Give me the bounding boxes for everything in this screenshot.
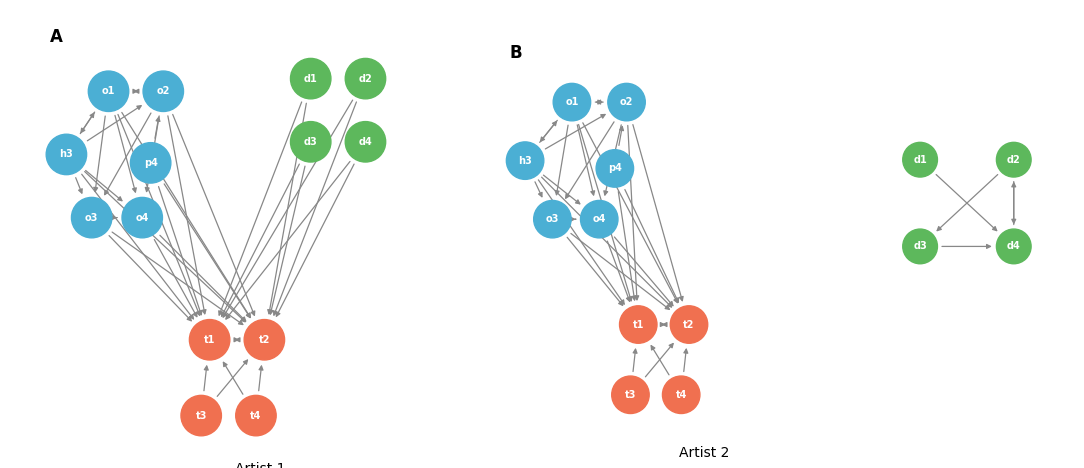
Circle shape bbox=[996, 142, 1031, 177]
Text: p4: p4 bbox=[144, 158, 157, 168]
Circle shape bbox=[620, 306, 657, 343]
Text: h3: h3 bbox=[60, 149, 74, 160]
Text: Artist 1: Artist 1 bbox=[235, 462, 285, 468]
Text: h3: h3 bbox=[518, 156, 532, 166]
Circle shape bbox=[122, 197, 163, 238]
Text: d1: d1 bbox=[913, 155, 927, 165]
Text: d3: d3 bbox=[304, 137, 318, 147]
Circle shape bbox=[181, 395, 221, 436]
Circle shape bbox=[903, 229, 938, 264]
Circle shape bbox=[143, 71, 183, 111]
Text: t2: t2 bbox=[683, 320, 695, 329]
Circle shape bbox=[130, 143, 171, 183]
Circle shape bbox=[88, 71, 129, 111]
Circle shape bbox=[72, 197, 112, 238]
Text: d2: d2 bbox=[359, 73, 372, 84]
Text: d1: d1 bbox=[304, 73, 318, 84]
Circle shape bbox=[506, 142, 544, 179]
Circle shape bbox=[596, 150, 633, 187]
Text: o2: o2 bbox=[156, 86, 170, 96]
Text: d2: d2 bbox=[1007, 155, 1021, 165]
Text: d4: d4 bbox=[1007, 241, 1021, 251]
Text: o1: o1 bbox=[102, 86, 115, 96]
Circle shape bbox=[996, 229, 1031, 264]
Circle shape bbox=[47, 134, 87, 175]
Circle shape bbox=[670, 306, 708, 343]
Circle shape bbox=[291, 58, 331, 99]
Circle shape bbox=[608, 83, 645, 121]
Circle shape bbox=[345, 58, 386, 99]
Text: d4: d4 bbox=[359, 137, 372, 147]
Text: o4: o4 bbox=[136, 212, 149, 223]
Text: t2: t2 bbox=[259, 335, 270, 345]
Text: o3: o3 bbox=[545, 214, 559, 224]
Text: Artist 2: Artist 2 bbox=[680, 446, 730, 460]
Circle shape bbox=[235, 395, 276, 436]
Text: d3: d3 bbox=[913, 241, 927, 251]
Text: o2: o2 bbox=[620, 97, 633, 107]
Circle shape bbox=[553, 83, 591, 121]
Circle shape bbox=[244, 320, 285, 360]
Text: t3: t3 bbox=[624, 390, 636, 400]
Text: t1: t1 bbox=[204, 335, 216, 345]
Circle shape bbox=[533, 200, 571, 238]
Circle shape bbox=[345, 122, 386, 162]
Text: A: A bbox=[50, 28, 63, 46]
Text: o1: o1 bbox=[565, 97, 579, 107]
Text: t1: t1 bbox=[633, 320, 644, 329]
Text: t3: t3 bbox=[195, 410, 207, 421]
Text: o4: o4 bbox=[593, 214, 606, 224]
Text: B: B bbox=[509, 44, 522, 62]
Circle shape bbox=[662, 376, 700, 414]
Circle shape bbox=[581, 200, 618, 238]
Text: o3: o3 bbox=[85, 212, 99, 223]
Circle shape bbox=[611, 376, 649, 414]
Text: t4: t4 bbox=[250, 410, 261, 421]
Text: t4: t4 bbox=[675, 390, 687, 400]
Text: p4: p4 bbox=[608, 163, 622, 174]
Circle shape bbox=[291, 122, 331, 162]
Circle shape bbox=[903, 142, 938, 177]
Circle shape bbox=[190, 320, 230, 360]
